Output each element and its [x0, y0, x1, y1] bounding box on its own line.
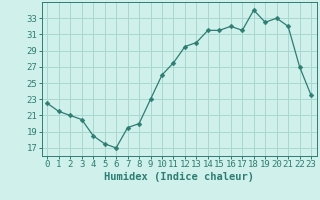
X-axis label: Humidex (Indice chaleur): Humidex (Indice chaleur) — [104, 172, 254, 182]
